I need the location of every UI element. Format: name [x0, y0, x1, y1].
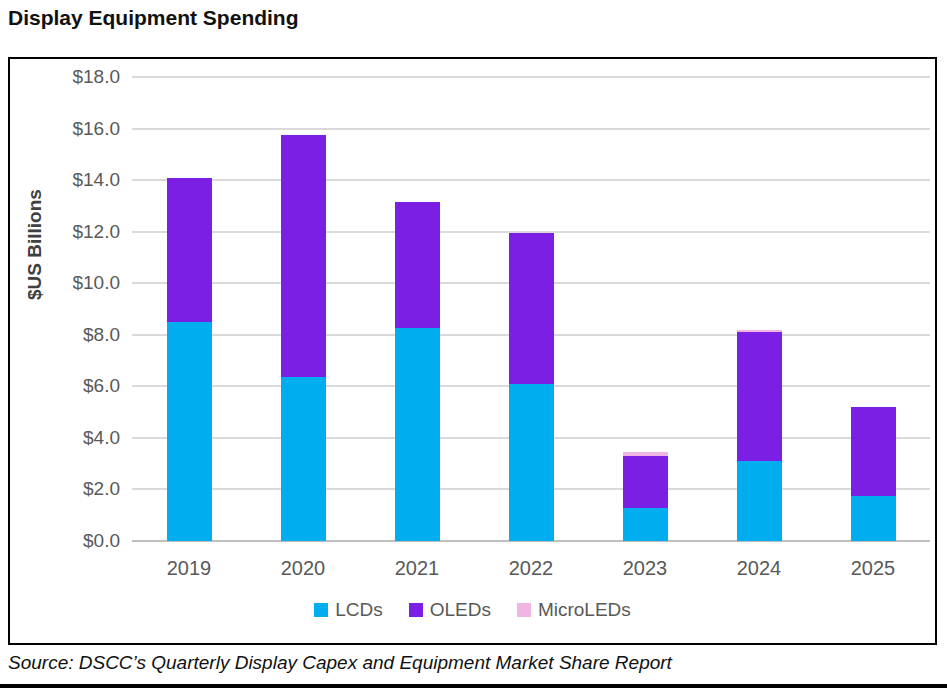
chart-inner: $US Billions $0.0$2.0$4.0$6.0$8.0$10.0$1…: [10, 59, 935, 643]
x-tick-label-2022: 2022: [476, 557, 586, 580]
bar-segment-oleds-2022: [509, 233, 554, 384]
bar-segment-oleds-2023: [623, 456, 668, 508]
bar-2021: [395, 202, 440, 541]
bar-2025: [851, 407, 896, 541]
y-tick-label-12: $12.0: [10, 221, 120, 243]
legend-item-microleds: MicroLEDs: [517, 599, 631, 621]
bar-segment-lcds-2025: [851, 496, 896, 541]
y-tick-label-8: $8.0: [10, 324, 120, 346]
y-tick-label-10: $10.0: [10, 272, 120, 294]
bottom-rule: [0, 684, 947, 688]
gridline-16: [132, 128, 930, 130]
legend-swatch-microleds: [517, 603, 531, 617]
legend-item-oleds: OLEDs: [409, 599, 491, 621]
y-tick-label-2: $2.0: [10, 478, 120, 500]
y-tick-label-4: $4.0: [10, 427, 120, 449]
y-tick-label-6: $6.0: [10, 375, 120, 397]
legend-label-lcds: LCDs: [335, 599, 383, 621]
legend-swatch-oleds: [409, 603, 423, 617]
legend-label-oleds: OLEDs: [430, 599, 491, 621]
x-tick-label-2025: 2025: [818, 557, 928, 580]
y-tick-label-16: $16.0: [10, 118, 120, 140]
page-title: Display Equipment Spending: [8, 6, 299, 30]
x-tick-label-2019: 2019: [134, 557, 244, 580]
bar-segment-lcds-2019: [167, 322, 212, 541]
y-tick-label-14: $14.0: [10, 169, 120, 191]
legend-label-microleds: MicroLEDs: [538, 599, 631, 621]
gridline-14: [132, 179, 930, 181]
x-tick-label-2020: 2020: [248, 557, 358, 580]
plot-area: [132, 77, 930, 541]
bar-segment-lcds-2021: [395, 328, 440, 541]
bar-segment-oleds-2021: [395, 202, 440, 328]
bar-2024: [737, 330, 782, 541]
y-tick-label-0: $0.0: [10, 530, 120, 552]
bar-2019: [167, 178, 212, 541]
gridline-18: [132, 76, 930, 78]
chart-frame: $US Billions $0.0$2.0$4.0$6.0$8.0$10.0$1…: [8, 57, 937, 645]
bar-segment-lcds-2020: [281, 377, 326, 541]
x-tick-label-2021: 2021: [362, 557, 472, 580]
x-tick-label-2023: 2023: [590, 557, 700, 580]
bar-segment-oleds-2025: [851, 407, 896, 496]
legend-item-lcds: LCDs: [314, 599, 383, 621]
bar-2020: [281, 135, 326, 541]
source-line: Source: DSCC’s Quarterly Display Capex a…: [8, 652, 672, 674]
bar-segment-lcds-2024: [737, 461, 782, 541]
legend-swatch-lcds: [314, 603, 328, 617]
legend: LCDs OLEDs MicroLEDs: [10, 599, 935, 621]
bar-2022: [509, 233, 554, 541]
y-tick-label-18: $18.0: [10, 66, 120, 88]
bar-segment-lcds-2022: [509, 384, 554, 541]
x-tick-label-2024: 2024: [704, 557, 814, 580]
bar-segment-oleds-2024: [737, 332, 782, 461]
bar-segment-lcds-2023: [623, 508, 668, 542]
bar-segment-oleds-2019: [167, 178, 212, 322]
page: Display Equipment Spending $US Billions …: [0, 0, 947, 691]
bar-segment-oleds-2020: [281, 135, 326, 377]
bar-2023: [623, 452, 668, 541]
